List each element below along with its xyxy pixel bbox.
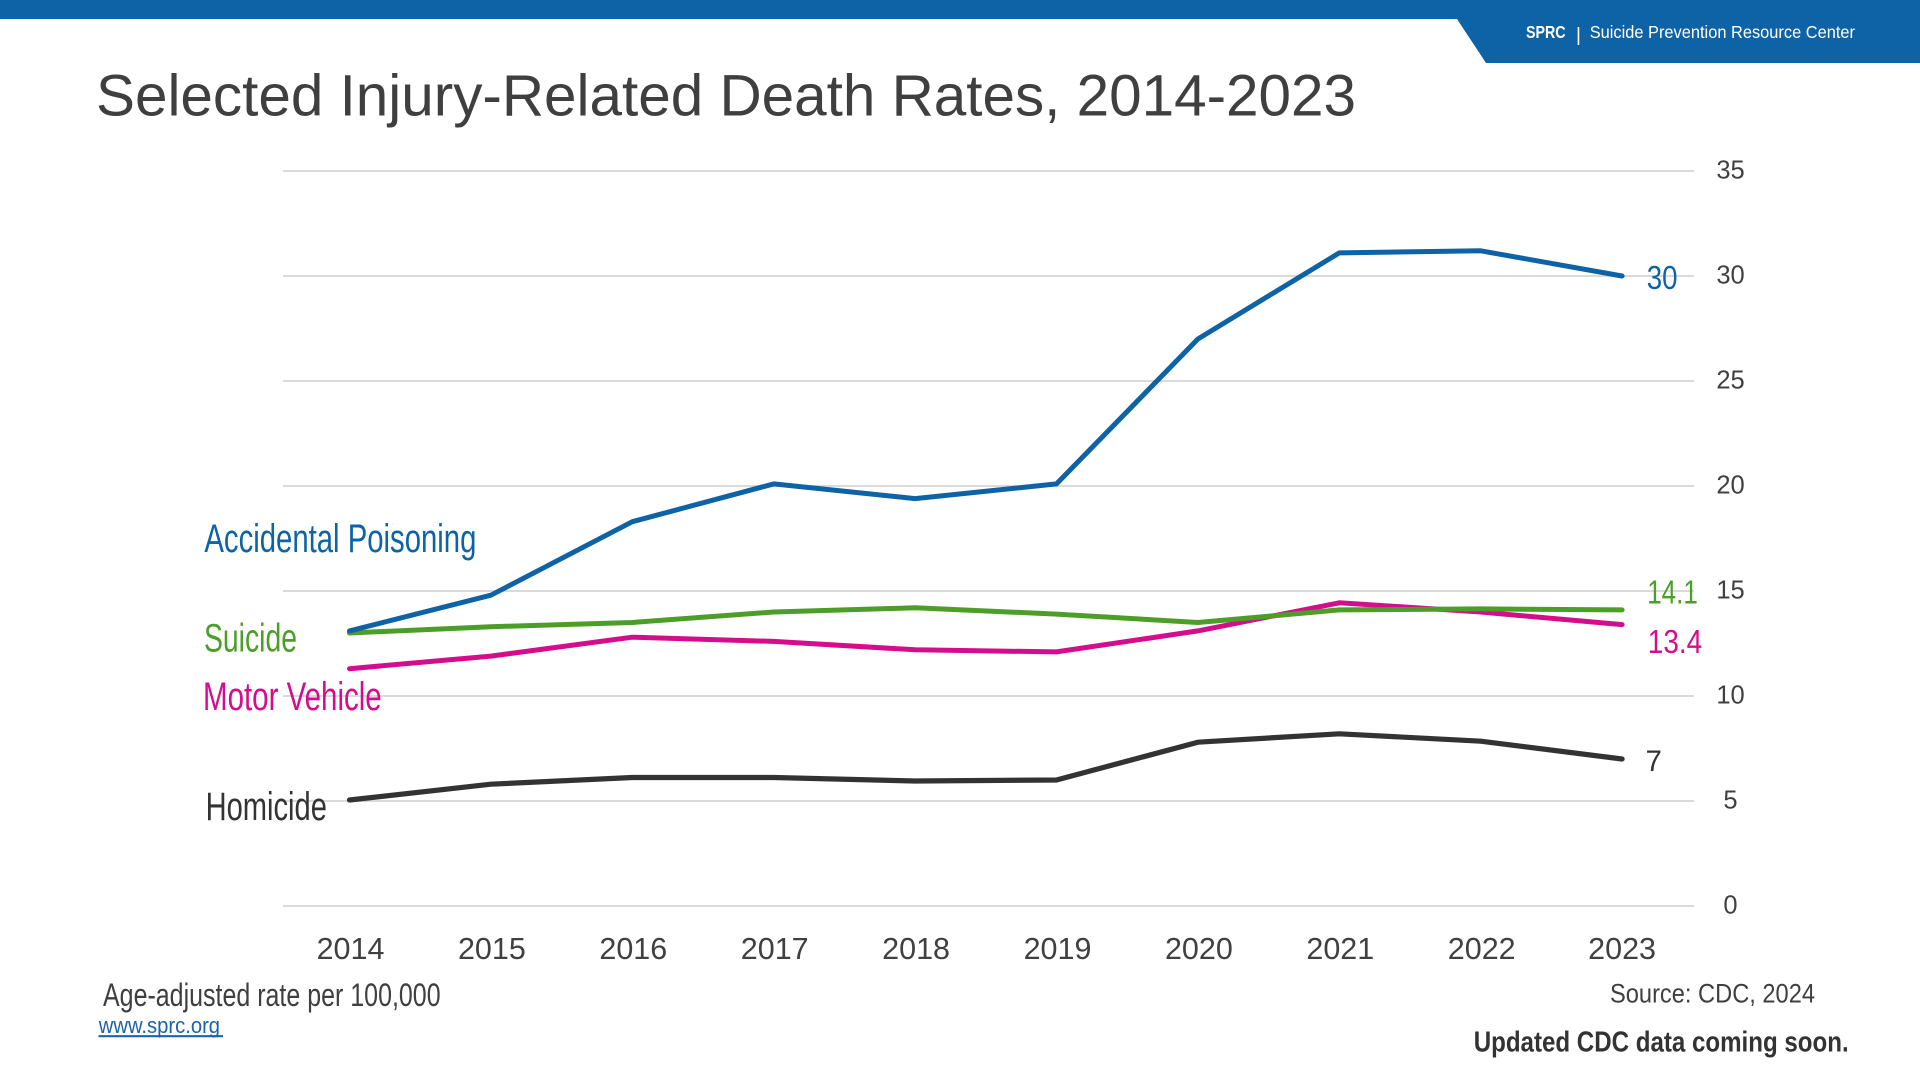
- svg-text:15: 15: [1716, 576, 1744, 604]
- svg-text:5: 5: [1723, 786, 1737, 814]
- svg-text:2023: 2023: [1588, 932, 1656, 966]
- svg-text:2017: 2017: [741, 932, 809, 966]
- svg-text:0: 0: [1723, 891, 1737, 919]
- svg-text:Accidental Poisoning: Accidental Poisoning: [204, 517, 476, 561]
- svg-text:2022: 2022: [1448, 932, 1516, 966]
- svg-text:Age-adjusted rate per 100,000: Age-adjusted rate per 100,000: [103, 977, 441, 1013]
- svg-text:20: 20: [1716, 471, 1744, 499]
- svg-text:2021: 2021: [1306, 932, 1374, 966]
- svg-text:Motor Vehicle: Motor Vehicle: [203, 675, 382, 719]
- svg-text:Selected Injury-Related Death: Selected Injury-Related Death Rates, 201…: [96, 64, 1356, 129]
- svg-text:30: 30: [1716, 261, 1744, 289]
- svg-text:30: 30: [1647, 259, 1678, 296]
- svg-text:Updated CDC data coming soon.: Updated CDC data coming soon.: [1474, 1026, 1849, 1058]
- svg-text:Source: CDC, 2024: Source: CDC, 2024: [1610, 978, 1815, 1008]
- svg-text:2020: 2020: [1165, 932, 1233, 966]
- svg-text:2014: 2014: [317, 932, 385, 966]
- svg-text:www.sprc.org: www.sprc.org: [98, 1013, 220, 1038]
- svg-text:14.1: 14.1: [1647, 573, 1698, 610]
- svg-text:SPRC|Suicide Prevention Resour: SPRC | Suicide Prevention Resource Center: [1526, 22, 1855, 46]
- svg-text:2019: 2019: [1024, 932, 1092, 966]
- svg-text:35: 35: [1716, 156, 1744, 184]
- svg-text:13.4: 13.4: [1648, 623, 1702, 660]
- svg-text:10: 10: [1716, 681, 1744, 709]
- svg-text:7: 7: [1646, 745, 1662, 778]
- svg-text:2018: 2018: [882, 932, 950, 966]
- svg-text:2016: 2016: [599, 932, 667, 966]
- svg-text:25: 25: [1716, 366, 1744, 394]
- svg-text:2015: 2015: [458, 932, 526, 966]
- svg-text:Suicide: Suicide: [204, 617, 297, 661]
- svg-text:Homicide: Homicide: [206, 785, 327, 829]
